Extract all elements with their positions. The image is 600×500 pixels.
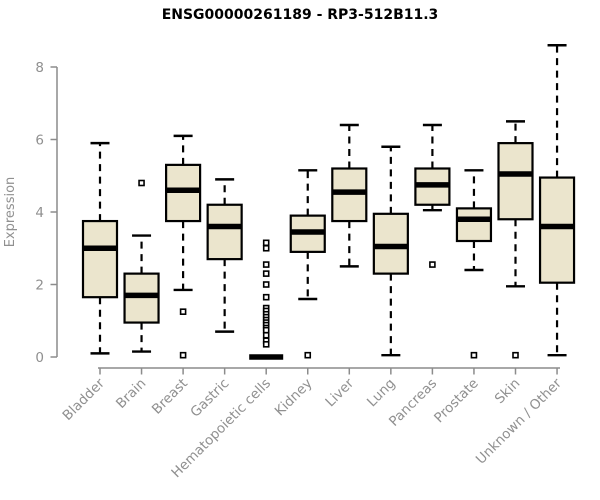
box-unknown-other xyxy=(538,44,576,357)
x-category-label: Kidney xyxy=(272,376,316,420)
box-liver xyxy=(331,123,368,268)
outlier-point xyxy=(262,341,270,348)
y-tick-label: 0 xyxy=(35,350,44,366)
y-tick-label: 2 xyxy=(35,278,44,294)
outlier-point xyxy=(262,239,270,247)
outlier-point xyxy=(470,351,478,359)
box-pancreas xyxy=(414,123,451,268)
x-category-label: Liver xyxy=(322,375,357,410)
outlier-point xyxy=(262,281,270,288)
iqr-box xyxy=(81,219,119,299)
outlier-point xyxy=(262,326,270,334)
outlier-point xyxy=(262,293,270,301)
outlier-point xyxy=(304,351,312,359)
box-breast xyxy=(165,134,202,359)
box-bladder xyxy=(81,141,119,355)
y-tick-label: 4 xyxy=(35,205,44,221)
outlier-point xyxy=(429,261,436,268)
outlier-point xyxy=(138,179,145,187)
y-tick-label: 8 xyxy=(35,60,44,76)
outlier-point xyxy=(262,270,270,277)
iqr-box xyxy=(455,207,493,243)
outlier-point xyxy=(512,351,519,359)
x-category-label: Bladder xyxy=(60,375,109,424)
box-lung xyxy=(372,145,409,357)
x-category-label: Skin xyxy=(492,376,524,408)
box-brain xyxy=(123,179,160,353)
iqr-box xyxy=(538,176,576,284)
box-skin xyxy=(497,120,534,359)
y-axis-title: Expression xyxy=(3,177,18,248)
box-kidney xyxy=(289,169,326,359)
x-category-label: Brain xyxy=(113,376,149,412)
outlier-point xyxy=(262,244,270,252)
iqr-box xyxy=(206,203,243,261)
y-tick-label: 6 xyxy=(35,133,44,149)
outlier-point xyxy=(179,308,187,315)
x-category-label: Breast xyxy=(149,376,191,418)
outlier-point xyxy=(262,331,270,339)
outlier-point xyxy=(179,351,187,359)
box-prostate xyxy=(455,169,493,359)
chart-title: ENSG00000261189 - RP3-512B11.3 xyxy=(161,7,439,23)
box-gastric xyxy=(206,178,243,333)
x-category-label: Prostate xyxy=(431,376,482,427)
iqr-box xyxy=(497,142,534,221)
outlier-point xyxy=(262,261,270,268)
x-category-label: Lung xyxy=(364,376,399,411)
box-hematopoietic-cells xyxy=(249,239,284,360)
